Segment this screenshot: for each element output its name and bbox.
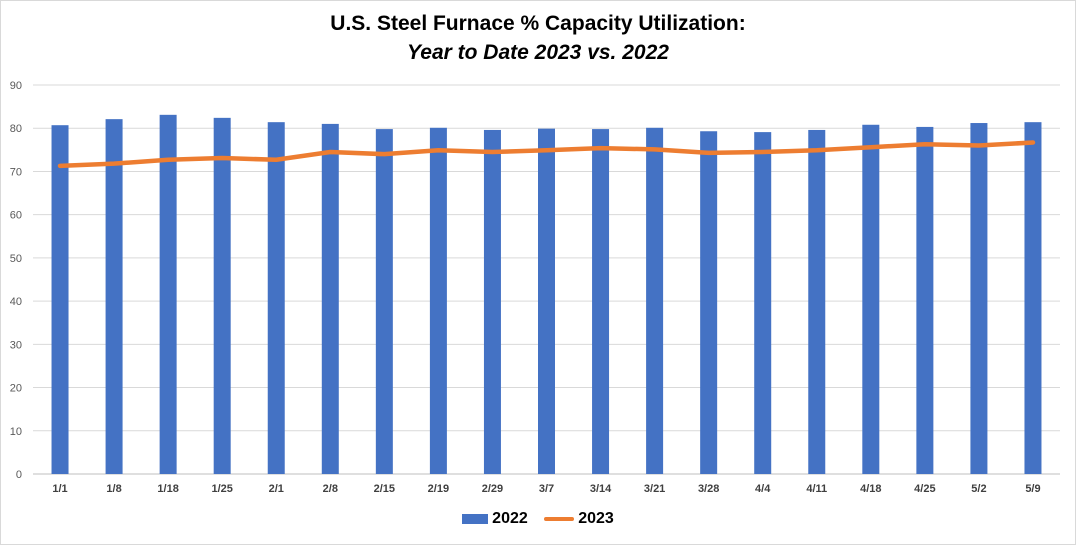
legend-label-2023: 2023 [578, 510, 614, 527]
bar-2022-3-7 [538, 128, 555, 474]
line-2023 [57, 140, 1036, 169]
chart-legend: 2022 2023 [0, 510, 1076, 528]
legend-swatch-2022 [462, 513, 489, 524]
y-tick-label: 80 [10, 123, 22, 135]
x-tick-label: 3/7 [539, 483, 554, 495]
y-tick-label: 0 [16, 469, 22, 481]
bar-2022-1-18 [159, 114, 177, 474]
bar-2022-4-4 [754, 132, 772, 474]
y-tick-label: 50 [10, 253, 22, 265]
y-tick-label: 60 [10, 210, 22, 222]
x-tick-label: 4/18 [860, 483, 881, 495]
x-tick-label: 2/15 [374, 483, 395, 495]
bar-2022-4-18 [862, 124, 880, 475]
x-tick-label: 4/25 [914, 483, 935, 495]
x-tick-label: 5/9 [1025, 483, 1040, 495]
x-tick-label: 1/1 [52, 483, 67, 495]
bar-2022-2-8 [321, 123, 339, 475]
bar-2022-3-14 [592, 129, 610, 474]
bar-2022-4-11 [808, 129, 826, 474]
y-tick-label: 30 [10, 339, 22, 351]
bar-2022-2-1 [267, 122, 285, 474]
bar-2022-5-2 [970, 123, 988, 474]
y-tick-label: 70 [10, 166, 22, 178]
bar-2022-3-21 [646, 127, 664, 474]
x-tick-label: 1/25 [211, 483, 232, 495]
x-tick-label: 5/2 [971, 483, 986, 495]
x-tick-label: 3/28 [698, 483, 719, 495]
x-tick-label: 1/18 [157, 483, 178, 495]
legend-label-2022: 2022 [492, 510, 528, 527]
chart-title: U.S. Steel Furnace % Capacity Utilizatio… [330, 12, 746, 35]
x-tick-label: 4/11 [806, 483, 827, 495]
bar-2022-1-8 [105, 119, 123, 474]
bar-2022-4-25 [916, 126, 934, 475]
bar-2022-1-1 [51, 125, 69, 475]
bar-2022-2-19 [429, 127, 447, 474]
bar-2022-3-28 [700, 131, 718, 474]
x-tick-label: 4/4 [755, 483, 771, 495]
bar-2022-2-15 [375, 129, 393, 474]
y-tick-label: 20 [10, 383, 22, 395]
bar-2022-1-25 [213, 117, 231, 475]
chart-subtitle: Year to Date 2023 vs. 2022 [407, 41, 669, 64]
legend-item-2023: 2023 [544, 510, 614, 528]
y-tick-label: 40 [10, 296, 22, 308]
bar-2022-5-9 [1024, 122, 1042, 474]
x-tick-label: 2/19 [428, 483, 449, 495]
x-tick-label: 2/1 [269, 483, 284, 495]
x-tick-label: 3/14 [590, 483, 612, 495]
x-tick-label: 3/21 [644, 483, 665, 495]
x-tick-label: 1/8 [106, 483, 121, 495]
legend-swatch-2023 [544, 516, 575, 521]
x-tick-label: 2/8 [323, 483, 338, 495]
bar-2022-2-29 [483, 129, 501, 474]
y-tick-label: 10 [10, 426, 22, 438]
y-tick-label: 90 [10, 80, 22, 92]
x-tick-label: 2/29 [482, 483, 503, 495]
legend-item-2022: 2022 [462, 510, 528, 528]
